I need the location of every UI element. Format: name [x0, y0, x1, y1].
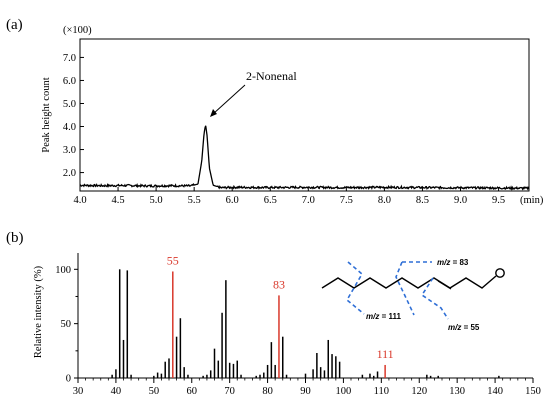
carbon-chain-bonds — [321, 275, 497, 289]
cleavage-line-111 — [345, 261, 365, 315]
fragment-label-83-value: 83 — [459, 258, 468, 267]
highlight-label-mz-111: 111 — [377, 347, 394, 361]
chromatogram-y-axis-label: Peak height count — [41, 77, 52, 152]
highlight-label-mz-83: 83 — [273, 277, 285, 291]
double-bond-line — [437, 280, 452, 290]
chromatogram-x-tick-label: 7.0 — [302, 195, 315, 206]
spectrum-x-tick-label: 40 — [111, 386, 122, 397]
fragment-label-55-value: 55 — [470, 323, 479, 332]
chromatogram-y-tick-label: 5.0 — [63, 99, 76, 110]
molecule-structure — [321, 268, 505, 290]
fragment-label-83: m/z = 83 — [437, 258, 469, 267]
annotation-arrow-head — [210, 109, 217, 117]
chromatogram-x-tick-label: 8.0 — [378, 195, 391, 206]
chromatogram-trace — [79, 125, 530, 191]
spectrum-x-tick-label: 70 — [224, 386, 235, 397]
spectrum-highlight-labels: 55 83 111 — [167, 253, 394, 360]
highlight-label-mz-55: 55 — [167, 253, 179, 267]
chromatogram-x-tick-label: 9.0 — [454, 195, 467, 206]
spectrum-x-tick-label: 140 — [487, 386, 503, 397]
panel-b-label: (b) — [6, 230, 24, 246]
oxygen-atom-icon — [495, 268, 505, 278]
spectrum-x-tick-label: 110 — [374, 386, 389, 397]
chromatogram-x-tick-label: 6.0 — [226, 195, 239, 206]
chromatogram-y-tick-label: 2.0 — [63, 168, 76, 179]
cleavage-line-83 — [395, 261, 415, 316]
spectrum-x-tick-label: 120 — [411, 386, 427, 397]
chromatogram-x-tick-label: 4.0 — [73, 195, 86, 206]
fragment-label-111: m/z = 111 — [366, 312, 401, 321]
fragment-label-83-eq: = — [450, 258, 459, 267]
chromatogram-y-tick-label: 4.0 — [63, 122, 76, 133]
fragment-label-111-prefix: m/z — [366, 312, 379, 321]
fragment-label-55-prefix: m/z — [448, 323, 461, 332]
spectrum-y-tick-label: 50 — [61, 319, 72, 330]
chromatogram-x-axis-label: (min) — [520, 195, 544, 206]
spectrum-x-tick-label: 50 — [149, 386, 160, 397]
chromatogram-x-tick-label: 5.5 — [188, 195, 201, 206]
y-multiplier-label: (×100) — [63, 25, 92, 36]
chromatogram-y-tick-label: 3.0 — [63, 145, 76, 156]
chromatogram-x-tick-label: 4.5 — [111, 195, 124, 206]
fragment-label-55-eq: = — [461, 323, 470, 332]
chromatogram-x-tick-label: 7.5 — [340, 195, 353, 206]
peak-annotation-2-nonenal: 2-Nonenal — [246, 69, 297, 83]
spectrum-x-tick-label: 80 — [262, 386, 273, 397]
fragment-label-55: m/z = 55 — [448, 323, 480, 332]
spectrum-x-tick-label: 30 — [73, 386, 84, 397]
spectrum-x-ticks: 30 40 50 60 70 80 90 100 110 120 130 140 150 — [73, 378, 541, 397]
spectrum-bars — [111, 269, 500, 378]
spectrum-x-tick-label: 150 — [525, 386, 541, 397]
chromatogram-x-tick-label: 6.5 — [264, 195, 277, 206]
chromatogram-x-tick-label: 9.5 — [492, 195, 505, 206]
chromatogram-x-tick-label: 5.0 — [150, 195, 163, 206]
annotation-arrow-line — [212, 84, 246, 115]
chromatogram-plot-frame — [79, 38, 530, 192]
chromatogram-y-tick-label: 7.0 — [63, 53, 76, 64]
cleavage-line-55 — [420, 277, 449, 320]
chromatogram-y-tick-label: 6.0 — [63, 76, 76, 87]
panel-a-label: (a) — [6, 17, 23, 33]
chromatogram-y-ticks: 2.0 3.0 4.0 5.0 6.0 7.0 — [63, 53, 84, 179]
spectrum-y-ticks: 0 50 100 — [55, 265, 78, 385]
spectrum-x-tick-label: 90 — [300, 386, 311, 397]
fragment-cleavage-lines — [345, 261, 449, 320]
chromatogram-x-ticks: 4.0 4.5 5.0 5.5 6.0 6.5 7.0 7.5 8.0 8.5 9.0 9.5 — [73, 187, 505, 206]
spectrum-y-tick-label: 0 — [66, 374, 71, 385]
spectrum-y-tick-label: 100 — [55, 265, 71, 276]
fragment-label-111-value: 111 — [388, 312, 401, 321]
spectrum-x-tick-label: 130 — [449, 386, 465, 397]
spectrum-x-tick-label: 100 — [336, 386, 352, 397]
spectrum-x-tick-label: 60 — [187, 386, 198, 397]
spectrum-y-axis-label: Relative intensity (%) — [33, 265, 44, 358]
fragment-label-111-eq: = — [379, 312, 388, 321]
fragment-label-83-prefix: m/z — [437, 258, 450, 267]
chromatogram-x-tick-label: 8.5 — [416, 195, 429, 206]
